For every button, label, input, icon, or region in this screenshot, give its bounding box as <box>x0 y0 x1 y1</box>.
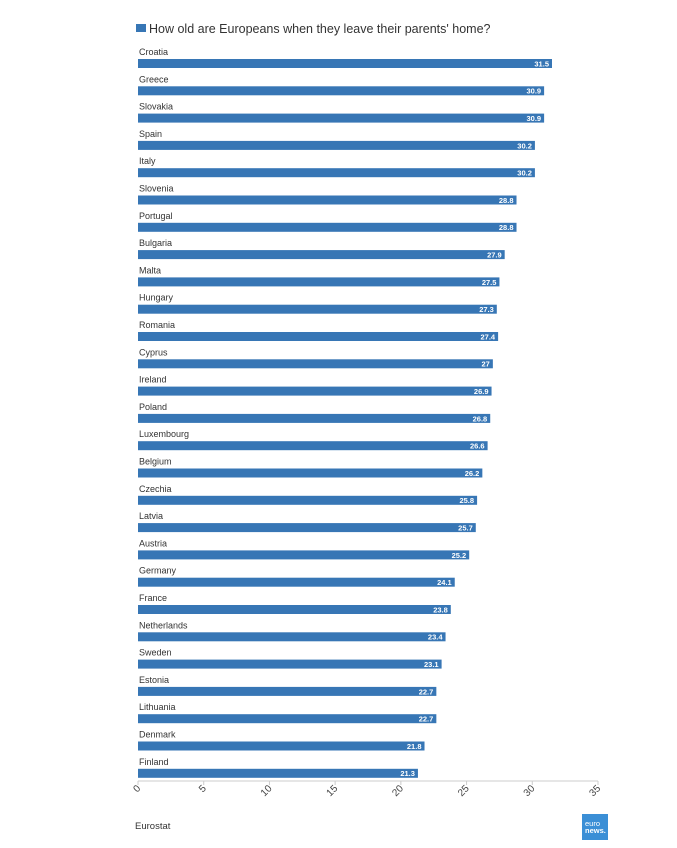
bar[interactable] <box>138 605 451 614</box>
category-label: Netherlands <box>139 620 188 630</box>
bar[interactable] <box>138 195 517 205</box>
category-label: Croatia <box>139 47 168 57</box>
legend-label: How old are Europeans when they leave th… <box>149 22 491 36</box>
category-label: Sweden <box>139 648 172 658</box>
bar[interactable] <box>138 686 437 696</box>
category-label: Germany <box>139 566 177 576</box>
data-label: 27 <box>482 360 490 369</box>
category-label: France <box>139 593 167 603</box>
bar[interactable] <box>138 277 500 287</box>
data-label: 21.3 <box>400 769 415 778</box>
bar[interactable] <box>138 550 470 560</box>
category-label: Finland <box>139 757 169 767</box>
bar[interactable] <box>138 386 492 396</box>
euronews-logo: euro news. <box>582 814 608 840</box>
bar[interactable] <box>138 523 476 533</box>
data-label: 23.8 <box>433 605 448 614</box>
bar[interactable] <box>138 359 493 369</box>
bar[interactable] <box>138 768 418 778</box>
category-label: Ireland <box>139 375 167 385</box>
category-label: Slovenia <box>139 184 174 194</box>
x-tick-label: 0 <box>131 783 143 795</box>
bar[interactable] <box>138 222 517 232</box>
bar[interactable] <box>138 495 478 505</box>
bar[interactable] <box>138 140 535 150</box>
data-label: 31.5 <box>534 59 549 68</box>
bar[interactable] <box>138 441 488 451</box>
data-label: 30.2 <box>517 169 532 178</box>
data-label: 21.8 <box>407 742 422 751</box>
data-label: 30.2 <box>517 141 532 150</box>
bar[interactable] <box>138 250 505 260</box>
bar[interactable] <box>138 168 535 178</box>
x-tick-label: 15 <box>325 783 341 799</box>
data-label: 26.8 <box>473 414 488 423</box>
bar[interactable] <box>138 659 442 669</box>
legend-swatch <box>136 24 146 32</box>
data-label: 24.1 <box>437 578 452 587</box>
logo-line-1: euro <box>585 818 601 828</box>
x-tick-label: 30 <box>522 783 538 799</box>
data-label: 26.9 <box>474 387 489 396</box>
category-label: Hungary <box>139 293 174 303</box>
bar[interactable] <box>138 468 483 478</box>
category-label: Italy <box>139 156 156 166</box>
bar[interactable] <box>138 304 497 314</box>
bar[interactable] <box>138 332 499 341</box>
bar[interactable] <box>138 741 425 751</box>
data-label: 23.4 <box>428 633 443 642</box>
category-label: Denmark <box>139 730 176 740</box>
logo-line-2: news. <box>585 826 606 835</box>
bar[interactable] <box>138 632 446 642</box>
bars: Croatia 31.5 Greece 30.9 Slovakia 30.9 Spain 30… <box>138 47 552 778</box>
category-label: Belgium <box>139 457 172 467</box>
category-label: Luxembourg <box>139 429 189 439</box>
source-note: Eurostat <box>135 821 171 832</box>
category-label: Cyprus <box>139 347 168 357</box>
category-label: Malta <box>139 265 161 275</box>
category-label: Portugal <box>139 211 173 221</box>
data-label: 28.8 <box>499 223 514 232</box>
data-label: 30.9 <box>527 87 542 96</box>
data-label: 25.2 <box>452 551 467 560</box>
x-tick-label: 35 <box>587 783 603 799</box>
bar[interactable] <box>138 714 437 724</box>
category-label: Estonia <box>139 675 169 685</box>
data-label: 26.2 <box>465 469 480 478</box>
data-label: 22.7 <box>419 715 434 724</box>
bar[interactable] <box>138 413 491 423</box>
data-label: 28.8 <box>499 196 514 205</box>
category-label: Austria <box>139 538 167 548</box>
category-label: Czechia <box>139 484 172 494</box>
category-label: Greece <box>139 74 169 84</box>
x-tick-label: 10 <box>259 783 275 799</box>
data-label: 25.8 <box>459 496 474 505</box>
category-label: Romania <box>139 320 175 330</box>
bar[interactable] <box>138 86 545 96</box>
data-label: 27.5 <box>482 278 497 287</box>
data-label: 27.9 <box>487 251 502 260</box>
category-label: Spain <box>139 129 162 139</box>
category-label: Latvia <box>139 511 163 521</box>
data-label: 25.7 <box>458 524 473 533</box>
data-label: 27.4 <box>481 332 496 341</box>
x-tick-label: 25 <box>456 783 472 799</box>
data-label: 27.3 <box>479 305 494 314</box>
x-axis: 0 5 10 15 20 25 30 35 <box>131 780 603 799</box>
category-label: Bulgaria <box>139 238 172 248</box>
legend: How old are Europeans when they leave th… <box>136 22 491 36</box>
x-tick-label: 20 <box>390 783 406 799</box>
x-tick-label: 5 <box>197 783 209 795</box>
category-label: Poland <box>139 402 167 412</box>
data-label: 22.7 <box>419 687 434 696</box>
data-label: 23.1 <box>424 660 439 669</box>
category-label: Slovakia <box>139 102 173 112</box>
bar[interactable] <box>138 577 455 587</box>
bar[interactable] <box>138 59 552 68</box>
category-label: Lithuania <box>139 702 176 712</box>
data-label: 26.6 <box>470 442 485 451</box>
data-label: 30.9 <box>527 114 542 123</box>
bar[interactable] <box>138 113 545 123</box>
